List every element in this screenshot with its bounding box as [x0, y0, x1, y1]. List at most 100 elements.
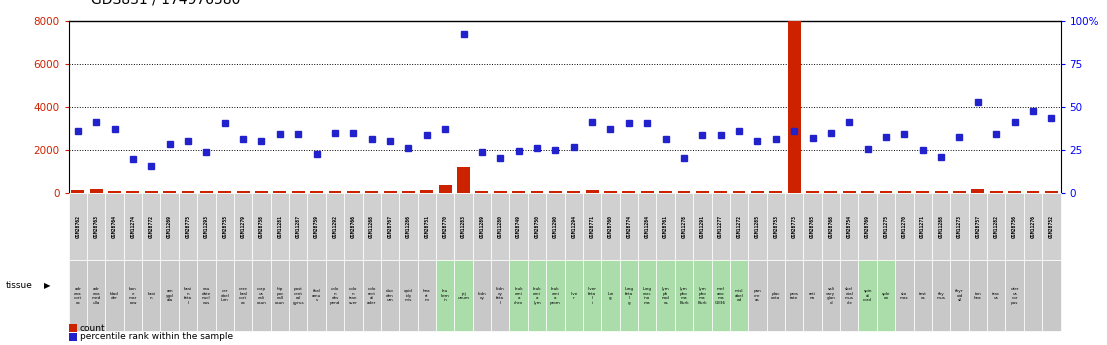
Bar: [252, 193, 271, 260]
Text: adr
ena
cort
ex: adr ena cort ex: [74, 287, 82, 305]
Text: pan
cre
as: pan cre as: [754, 289, 762, 303]
Bar: [417, 260, 436, 331]
Bar: [344, 193, 362, 260]
Text: GSM28768: GSM28768: [828, 215, 834, 238]
Bar: [785, 193, 804, 260]
Text: GSM28764: GSM28764: [112, 215, 117, 238]
Text: GSM28767: GSM28767: [387, 215, 393, 238]
Bar: [182, 191, 195, 193]
Text: GSM11284: GSM11284: [644, 215, 650, 238]
Bar: [163, 191, 176, 193]
Bar: [877, 260, 896, 331]
Bar: [549, 191, 562, 193]
Text: sto
mac: sto mac: [900, 292, 909, 300]
Bar: [179, 260, 197, 331]
Text: lung
carc
ino
ma: lung carc ino ma: [643, 287, 652, 305]
Text: corp
us
cali
osun: corp us cali osun: [257, 287, 267, 305]
Bar: [421, 190, 433, 193]
Bar: [308, 260, 325, 331]
Text: percentile rank within the sample: percentile rank within the sample: [80, 332, 232, 341]
Text: am
ygd
ala: am ygd ala: [166, 289, 174, 303]
Bar: [216, 193, 234, 260]
Text: GSM11276: GSM11276: [1031, 215, 1035, 238]
Bar: [271, 193, 289, 260]
Text: pros
tate: pros tate: [789, 292, 798, 300]
Bar: [950, 260, 969, 331]
Bar: [693, 260, 712, 331]
Text: GSM28774: GSM28774: [627, 215, 631, 238]
Text: GSM28758: GSM28758: [259, 215, 263, 238]
Bar: [492, 260, 509, 331]
Bar: [1045, 191, 1058, 193]
Bar: [785, 260, 804, 331]
Bar: [108, 191, 121, 193]
Text: GSM11269: GSM11269: [167, 215, 173, 238]
Text: uter
us
cor
pus: uter us cor pus: [1011, 287, 1018, 305]
Text: thy
mus: thy mus: [937, 292, 945, 300]
Text: GSM28766: GSM28766: [351, 215, 355, 238]
Bar: [583, 260, 601, 331]
Text: leuk
emi
a
prom: leuk emi a prom: [550, 287, 561, 305]
Bar: [656, 260, 675, 331]
Bar: [237, 191, 249, 193]
Bar: [473, 260, 492, 331]
Bar: [310, 191, 323, 193]
Text: count: count: [80, 324, 105, 333]
Bar: [124, 193, 142, 260]
Bar: [436, 193, 454, 260]
Text: GSM28753: GSM28753: [774, 215, 778, 238]
Text: post
cent
ral
gyrus: post cent ral gyrus: [292, 287, 304, 305]
Bar: [234, 260, 252, 331]
Bar: [714, 191, 727, 193]
Bar: [604, 191, 617, 193]
Bar: [126, 191, 139, 193]
Text: lung
feta
l
g: lung feta l g: [624, 287, 633, 305]
Bar: [675, 260, 693, 331]
Text: leuk
emi
a
lym: leuk emi a lym: [532, 287, 541, 305]
Bar: [858, 193, 877, 260]
Bar: [546, 193, 565, 260]
Bar: [858, 260, 877, 331]
Bar: [417, 193, 436, 260]
Bar: [273, 191, 287, 193]
Bar: [289, 193, 308, 260]
Bar: [987, 260, 1005, 331]
Bar: [1024, 193, 1042, 260]
Bar: [400, 260, 417, 331]
Text: GSM11289: GSM11289: [479, 215, 485, 238]
Bar: [638, 260, 656, 331]
Text: duo
den
um: duo den um: [386, 289, 394, 303]
Bar: [567, 191, 580, 193]
Bar: [825, 191, 837, 193]
Text: cau
date
nucl
eus: cau date nucl eus: [201, 287, 211, 305]
Bar: [454, 193, 473, 260]
Bar: [476, 191, 488, 193]
Bar: [71, 190, 84, 193]
Bar: [509, 260, 528, 331]
Text: GSM28772: GSM28772: [148, 215, 154, 238]
Text: blad
der: blad der: [110, 292, 118, 300]
Text: tissue: tissue: [6, 281, 32, 290]
Text: GDS831 / 174976580: GDS831 / 174976580: [91, 0, 240, 7]
Text: cere
bral
cort
ex: cere bral cort ex: [239, 287, 248, 305]
Bar: [1042, 193, 1061, 260]
Text: GSM11288: GSM11288: [939, 215, 943, 238]
Text: sali
vary
glan
d: sali vary glan d: [826, 287, 836, 305]
Bar: [384, 191, 396, 193]
Bar: [325, 193, 344, 260]
Text: leuk
emi
a
chro: leuk emi a chro: [514, 287, 524, 305]
Text: thal
amu
s: thal amu s: [312, 289, 321, 303]
Bar: [880, 191, 892, 193]
Text: GSM11268: GSM11268: [370, 215, 374, 238]
Text: GSM28771: GSM28771: [590, 215, 594, 238]
Text: GSM11281: GSM11281: [278, 215, 282, 238]
Bar: [821, 193, 840, 260]
Text: GSM11280: GSM11280: [498, 215, 503, 238]
Bar: [730, 193, 748, 260]
Text: GSM28769: GSM28769: [866, 215, 870, 238]
Bar: [234, 193, 252, 260]
Bar: [896, 260, 913, 331]
Text: bon
e
mar
row: bon e mar row: [128, 287, 137, 305]
Bar: [381, 260, 400, 331]
Text: kidn
ey: kidn ey: [477, 292, 486, 300]
